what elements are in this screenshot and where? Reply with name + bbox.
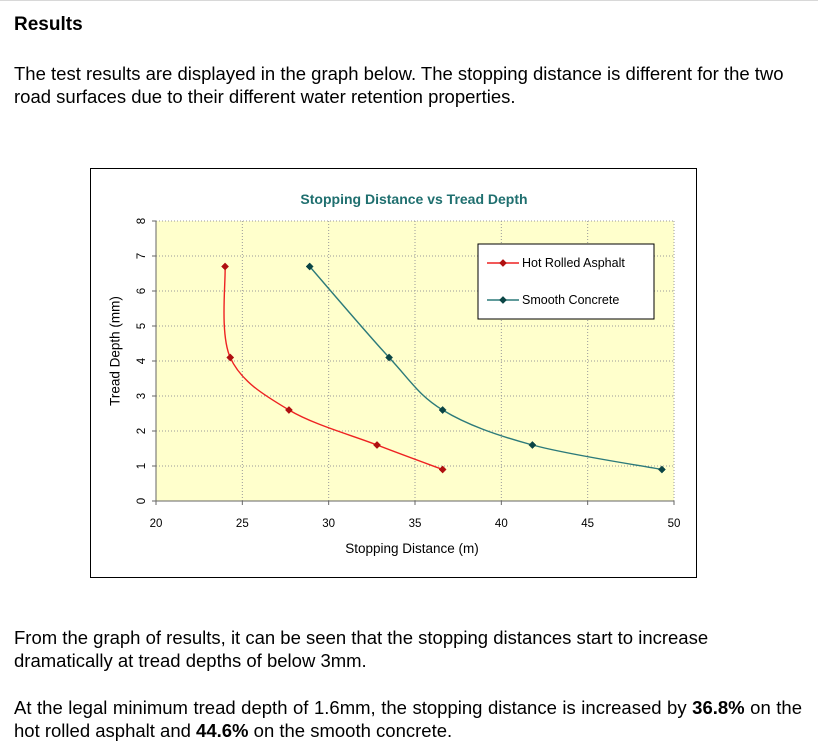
series-hot-rolled-asphalt — [221, 262, 447, 474]
data-point — [305, 262, 314, 271]
y-tick-label: 4 — [136, 357, 148, 364]
y-tick-label: 3 — [136, 393, 148, 399]
x-tick-label: 50 — [668, 518, 681, 530]
data-point — [385, 353, 394, 362]
data-point — [438, 406, 447, 414]
y-tick-label: 2 — [136, 428, 148, 434]
series-smooth-concrete — [305, 262, 666, 474]
series-layer — [221, 262, 666, 474]
legend-label: Smooth Concrete — [522, 293, 619, 307]
y-tick-label: 6 — [136, 288, 148, 294]
chart-frame: 20 25 30 35 40 45 50 0 1 2 3 4 5 6 7 8 Stopping Distanc… — [90, 168, 697, 578]
x-tick-label: 45 — [581, 518, 594, 530]
conclusion-suffix: on the smooth concrete. — [248, 720, 453, 741]
results-heading: Results — [14, 14, 83, 35]
data-point — [528, 441, 537, 449]
legend-marker — [499, 259, 507, 267]
conclusion-paragraph: At the legal minimum tread depth of 1.6m… — [14, 696, 802, 742]
axes — [152, 220, 675, 505]
top-divider — [0, 0, 818, 1]
legend-marker — [499, 296, 507, 304]
x-axis-label: Stopping Distance (m) — [345, 541, 479, 556]
y-tick-label: 1 — [136, 463, 148, 469]
x-tick-label: 20 — [150, 518, 163, 530]
data-point — [221, 262, 230, 271]
chart-title: Stopping Distance vs Tread Depth — [300, 191, 527, 207]
data-point — [373, 441, 381, 449]
legend-box — [477, 243, 655, 320]
data-point — [438, 465, 447, 474]
x-tick-label: 35 — [409, 518, 422, 530]
x-tick-label: 40 — [495, 518, 508, 530]
y-tick-label: 8 — [136, 218, 148, 224]
data-point — [657, 465, 666, 474]
x-tick-label: 25 — [236, 518, 249, 530]
x-tick-label: 30 — [322, 518, 335, 530]
y-tick-label: 5 — [136, 323, 148, 329]
legend: Hot Rolled Asphalt Smooth Concrete — [477, 243, 655, 320]
y-axis-label: Tread Depth (mm) — [108, 296, 123, 406]
conclusion-middle: on the hot rolled asphalt and — [14, 697, 803, 741]
concrete-increase-value: 44.6% — [196, 720, 249, 741]
asphalt-increase-value: 36.8% — [692, 697, 745, 718]
y-tick-label: 0 — [136, 498, 148, 504]
intro-paragraph: The test results are displayed in the gr… — [14, 63, 784, 107]
data-point — [226, 353, 235, 362]
finding-paragraph: From the graph of results, it can be see… — [14, 627, 709, 671]
data-point — [284, 406, 293, 414]
y-tick-label: 7 — [136, 253, 148, 259]
conclusion-prefix: At the legal minimum tread depth of 1.6m… — [14, 697, 693, 718]
legend-label: Hot Rolled Asphalt — [522, 256, 625, 270]
